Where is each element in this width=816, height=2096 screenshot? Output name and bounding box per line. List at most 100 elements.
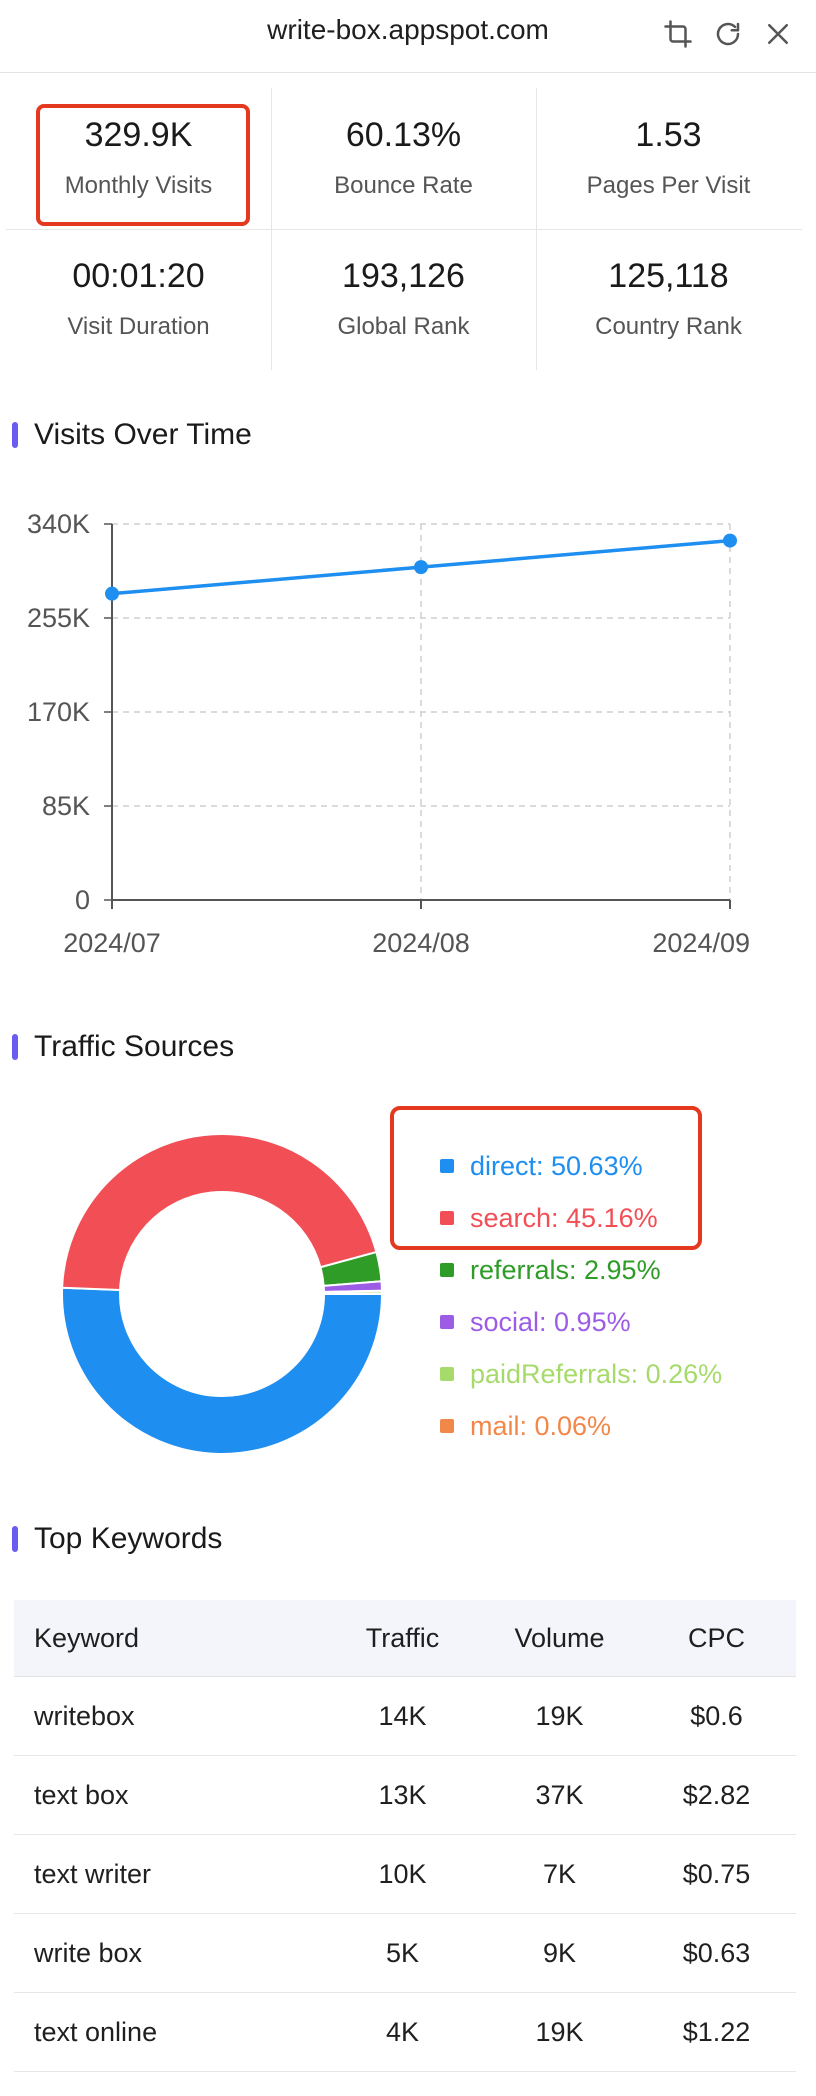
traffic-cell: 10K (378, 1858, 427, 1889)
traffic-cell: 14K (378, 1700, 427, 1731)
column-header: Keyword (34, 1622, 140, 1653)
stat-value: 60.13% (345, 116, 462, 154)
legend-item-social[interactable]: social: 0.95% (440, 1296, 722, 1348)
slice-search[interactable] (61, 1133, 378, 1292)
keyword-cell: text writer (34, 1858, 152, 1889)
legend-item-mail[interactable]: mail: 0.06% (440, 1400, 722, 1452)
stat-country-rank: 125,118 Country Rank (536, 229, 801, 370)
volume-cell: 19K (535, 2016, 584, 2047)
legend-label: mail: 0.06% (470, 1410, 612, 1441)
close-icon[interactable] (760, 16, 796, 52)
stat-label: Global Rank (337, 313, 470, 340)
keyword-cell: write box (34, 1937, 143, 1968)
legend-item-referrals[interactable]: referrals: 2.95% (440, 1244, 722, 1296)
stat-global-rank: 193,126 Global Rank (271, 229, 536, 370)
column-header: Volume (514, 1622, 605, 1653)
traffic-donut-chart (58, 1130, 386, 1458)
table-row[interactable]: writebox 14K 19K $0.6 (14, 1677, 796, 1756)
section-title-text: Traffic Sources (34, 1030, 235, 1063)
volume-cell: 19K (535, 1700, 584, 1731)
section-title-text: Top Keywords (34, 1522, 223, 1555)
stat-label: Bounce Rate (334, 172, 473, 199)
section-accent-bar (12, 422, 18, 448)
section-title-keywords: Top Keywords (12, 1522, 222, 1556)
table-row[interactable]: text writer 10K 7K $0.75 (14, 1835, 796, 1914)
visits-line-chart: 0 85K 170K 255K 340K 2024/07 2024/08 2024/09 (0, 490, 816, 970)
data-point[interactable] (723, 533, 737, 548)
cpc-cell: $2.82 (682, 1779, 751, 1810)
legend-swatch (440, 1419, 454, 1433)
legend-label: paidReferrals: 0.26% (470, 1358, 723, 1389)
cpc-cell: $0.63 (682, 1937, 751, 1968)
x-tick-label: 2024/09 (652, 928, 750, 958)
stat-visit-duration: 00:01:20 Visit Duration (6, 229, 271, 370)
y-tick-label: 255K (27, 603, 90, 633)
legend-label: search: 45.16% (470, 1202, 658, 1233)
highlight-box (36, 104, 250, 226)
legend-item-paidReferrals[interactable]: paidReferrals: 0.26% (440, 1348, 722, 1400)
refresh-icon[interactable] (710, 16, 746, 52)
line-chart-svg: 0 85K 170K 255K 340K 2024/07 2024/08 2024/09 (27, 509, 750, 958)
y-tick-label: 0 (75, 885, 90, 915)
legend-swatch (440, 1159, 454, 1173)
legend-label: social: 0.95% (470, 1306, 631, 1337)
keyword-cell: writebox (34, 1700, 135, 1731)
stat-pages-per-visit: 1.53 Pages Per Visit (536, 88, 801, 229)
stat-label: Pages Per Visit (586, 172, 751, 199)
volume-cell: 9K (542, 1937, 577, 1968)
keyword-cell: text box (34, 1779, 129, 1810)
table-header: Keyword Traffic Volume CPC (14, 1600, 796, 1677)
section-title-visits: Visits Over Time (12, 418, 252, 452)
legend-label: referrals: 2.95% (470, 1254, 661, 1285)
page-title: write-box.appspot.com (267, 14, 549, 45)
slice-direct[interactable] (61, 1286, 384, 1455)
divider (6, 229, 802, 230)
cpc-cell: $0.6 (690, 1700, 743, 1731)
data-point[interactable] (105, 586, 119, 601)
stat-value: 1.53 (635, 116, 702, 154)
traffic-legend: direct: 50.63% search: 45.16% referrals: 2… (440, 1140, 722, 1452)
header: write-box.appspot.com (0, 0, 816, 73)
x-tick-label: 2024/07 (63, 928, 161, 958)
stat-value: 329.9K (84, 116, 193, 154)
stat-value: 193,126 (342, 257, 465, 295)
section-accent-bar (12, 1034, 18, 1060)
volume-cell: 37K (535, 1779, 584, 1810)
column-header: CPC (687, 1622, 745, 1653)
stat-value: 00:01:20 (72, 257, 205, 295)
table-row[interactable]: write box 5K 9K $0.63 (14, 1914, 796, 1993)
toolbar (660, 16, 796, 52)
stat-value: 125,118 (608, 257, 729, 295)
legend-label: direct: 50.63% (470, 1150, 643, 1181)
volume-cell: 7K (542, 1858, 577, 1889)
legend-swatch (440, 1315, 454, 1329)
legend-swatch (440, 1367, 454, 1381)
stats-grid: 329.9K Monthly Visits 60.13% Bounce Rate… (6, 88, 802, 372)
highlight-box (390, 1106, 702, 1250)
section-accent-bar (12, 1526, 18, 1552)
cpc-cell: $1.22 (682, 2016, 751, 2047)
legend-swatch (440, 1211, 454, 1225)
column-header: Traffic (365, 1622, 440, 1653)
legend-item-search[interactable]: search: 45.16% (440, 1192, 722, 1244)
traffic-cell: 5K (385, 1937, 420, 1968)
table-row[interactable]: text box 13K 37K $2.82 (14, 1756, 796, 1835)
table-row[interactable]: text online 4K 19K $1.22 (14, 1993, 796, 2072)
stat-label: Visit Duration (67, 313, 210, 340)
crop-icon[interactable] (660, 16, 696, 52)
data-point[interactable] (414, 560, 428, 575)
y-tick-label: 170K (27, 697, 90, 727)
stat-bounce-rate: 60.13% Bounce Rate (271, 88, 536, 229)
x-tick-label: 2024/08 (372, 928, 470, 958)
slice-mail[interactable] (322, 1292, 384, 1295)
legend-item-direct[interactable]: direct: 50.63% (440, 1140, 722, 1192)
donut-svg (61, 1133, 384, 1455)
stat-label: Country Rank (595, 313, 742, 340)
traffic-cell: 13K (378, 1779, 427, 1810)
keywords-table: Keyword Traffic Volume CPC writebox 14K … (14, 1600, 796, 2072)
keyword-cell: text online (34, 2016, 158, 2047)
y-tick-label: 85K (42, 791, 90, 821)
y-tick-label: 340K (27, 509, 90, 539)
cpc-cell: $0.75 (682, 1858, 751, 1889)
traffic-cell: 4K (385, 2016, 420, 2047)
